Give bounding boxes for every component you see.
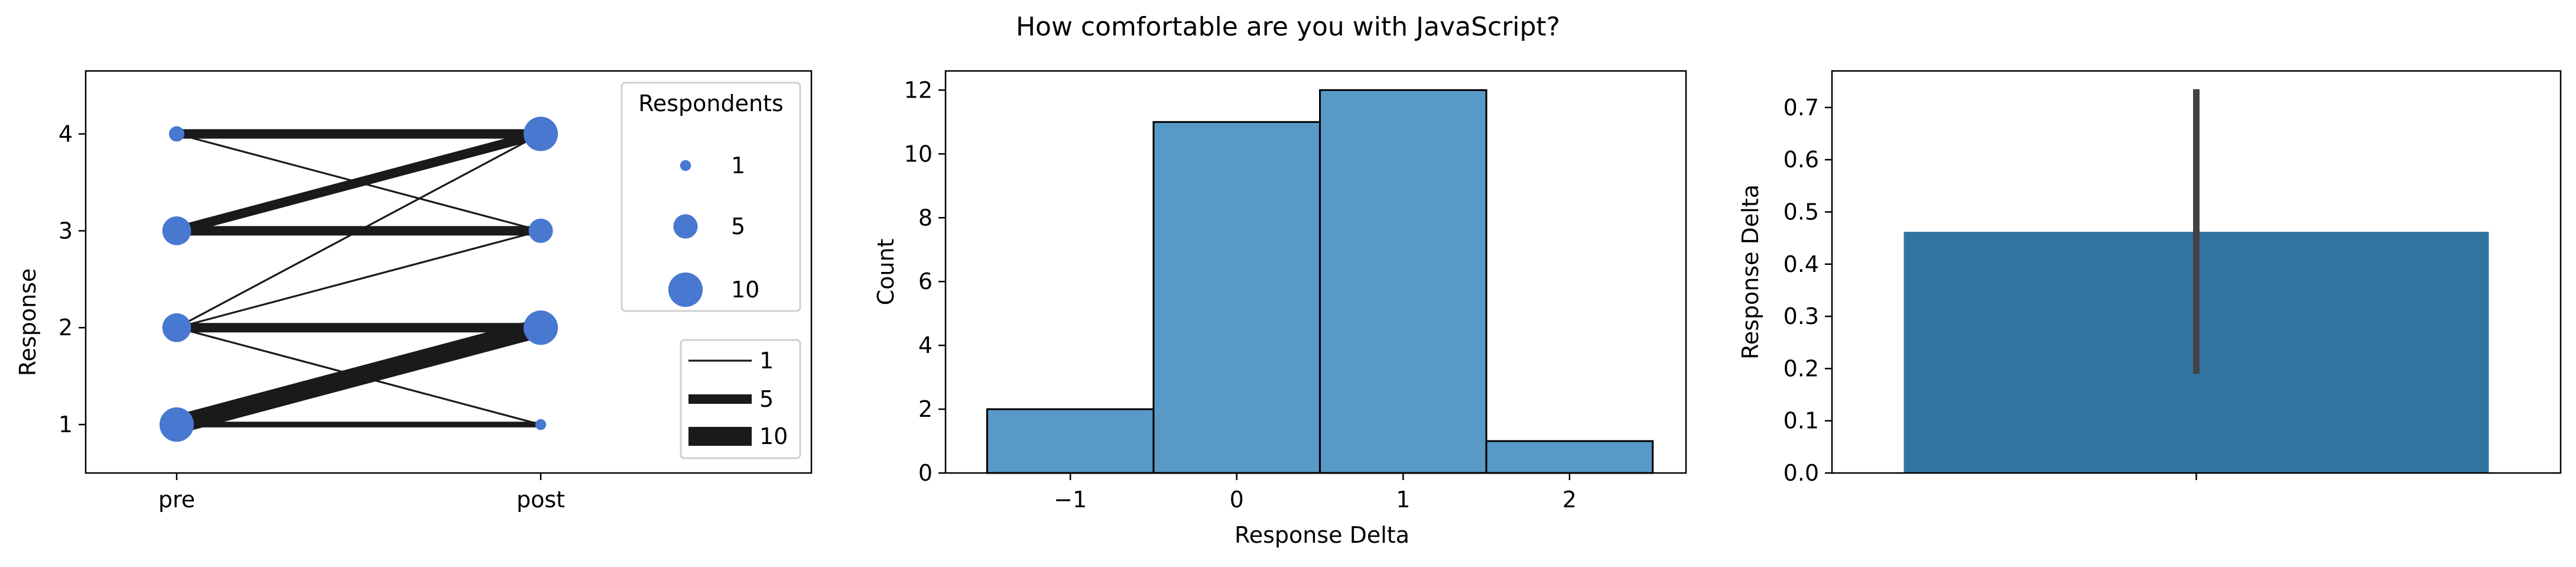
y-tick-label: 0.7 <box>1784 95 1819 121</box>
y-tick-label: 4 <box>59 121 73 147</box>
y-tick-label: 0.3 <box>1784 303 1819 329</box>
y-tick-label: 2 <box>59 315 73 341</box>
size-legend-marker <box>668 272 703 307</box>
y-tick-label: 10 <box>904 141 933 167</box>
x-ticks: pre post <box>158 473 565 513</box>
x-tick-label: 2 <box>1563 487 1577 513</box>
y-tick-label: 4 <box>918 332 933 358</box>
response-bubble <box>162 216 191 245</box>
x-tick-label: 1 <box>1396 487 1410 513</box>
response-bubble <box>162 313 191 342</box>
size-legend-label: 1 <box>731 153 745 179</box>
transition-line <box>175 129 543 236</box>
plot-frame <box>1831 70 2562 474</box>
y-axis-label: Response <box>15 268 41 377</box>
y-axis-label: Count <box>873 239 899 306</box>
transition-line <box>176 133 541 329</box>
response-bubble <box>523 310 558 345</box>
y-tick-label: 0.2 <box>1784 355 1819 381</box>
y-ticks: 0.0 0.1 0.2 0.3 0.4 0.5 0.6 0.7 <box>1784 95 1832 486</box>
transition-line <box>176 229 541 329</box>
y-tick-label: 0.4 <box>1784 251 1819 277</box>
y-tick-label: 8 <box>918 205 933 231</box>
y-tick-label: 0.0 <box>1784 460 1819 486</box>
transition-line <box>174 318 544 434</box>
transition-lines <box>174 129 544 434</box>
x-tick-label: −1 <box>1054 487 1087 513</box>
response-bubbles <box>159 116 558 442</box>
response-bubble <box>159 407 194 442</box>
histogram-bar <box>1319 89 1487 474</box>
y-ticks: 1 2 3 4 <box>59 121 86 438</box>
size-legend-marker <box>673 214 698 239</box>
panel-mean-delta: 0.0 0.1 0.2 0.3 0.4 0.5 0.6 0.7 Response Delta <box>1737 70 2562 486</box>
y-tick-label: 0.1 <box>1784 408 1819 434</box>
y-tick-label: 12 <box>904 77 933 103</box>
y-ticks: 0 2 4 6 8 10 12 <box>904 77 946 486</box>
size-legend: Respondents 1 5 10 <box>621 82 801 312</box>
size-legend-title: Respondents <box>638 90 784 116</box>
size-legend-label: 10 <box>731 277 759 303</box>
y-axis-label: Response Delta <box>1737 184 1763 359</box>
response-bubble <box>535 419 547 430</box>
response-bubble <box>168 126 185 142</box>
size-legend-label: 5 <box>731 213 745 239</box>
y-tick-label: 1 <box>59 412 73 438</box>
y-tick-label: 2 <box>918 396 933 422</box>
x-tick-label: pre <box>158 487 195 513</box>
y-tick-label: 0 <box>918 460 933 486</box>
y-tick-label: 0.5 <box>1784 199 1819 225</box>
response-bubble <box>523 116 558 151</box>
figure-title: How comfortable are you with JavaScript? <box>1015 12 1561 42</box>
y-tick-label: 6 <box>918 268 933 294</box>
response-bubble <box>528 218 553 243</box>
x-ticks: −1 0 1 2 <box>1054 473 1577 513</box>
histogram-bar <box>1152 121 1321 474</box>
width-legend-label: 10 <box>759 423 788 449</box>
x-tick-label: 0 <box>1230 487 1244 513</box>
y-tick-label: 3 <box>59 218 73 244</box>
width-legend-label: 1 <box>759 348 774 374</box>
plot-frame <box>944 70 1687 474</box>
histogram-bar <box>986 408 1155 474</box>
plot-frame <box>85 70 813 474</box>
size-legend-frame <box>621 82 801 312</box>
histogram-bars <box>986 89 1654 474</box>
histogram-bar <box>1485 440 1654 474</box>
y-tick-label: 0.6 <box>1784 147 1819 173</box>
size-legend-marker <box>680 160 691 171</box>
x-axis-label: Response Delta <box>1235 522 1409 548</box>
width-legend-label: 5 <box>759 386 774 412</box>
x-tick-label: post <box>517 487 565 513</box>
mean-bar <box>1903 89 2489 473</box>
